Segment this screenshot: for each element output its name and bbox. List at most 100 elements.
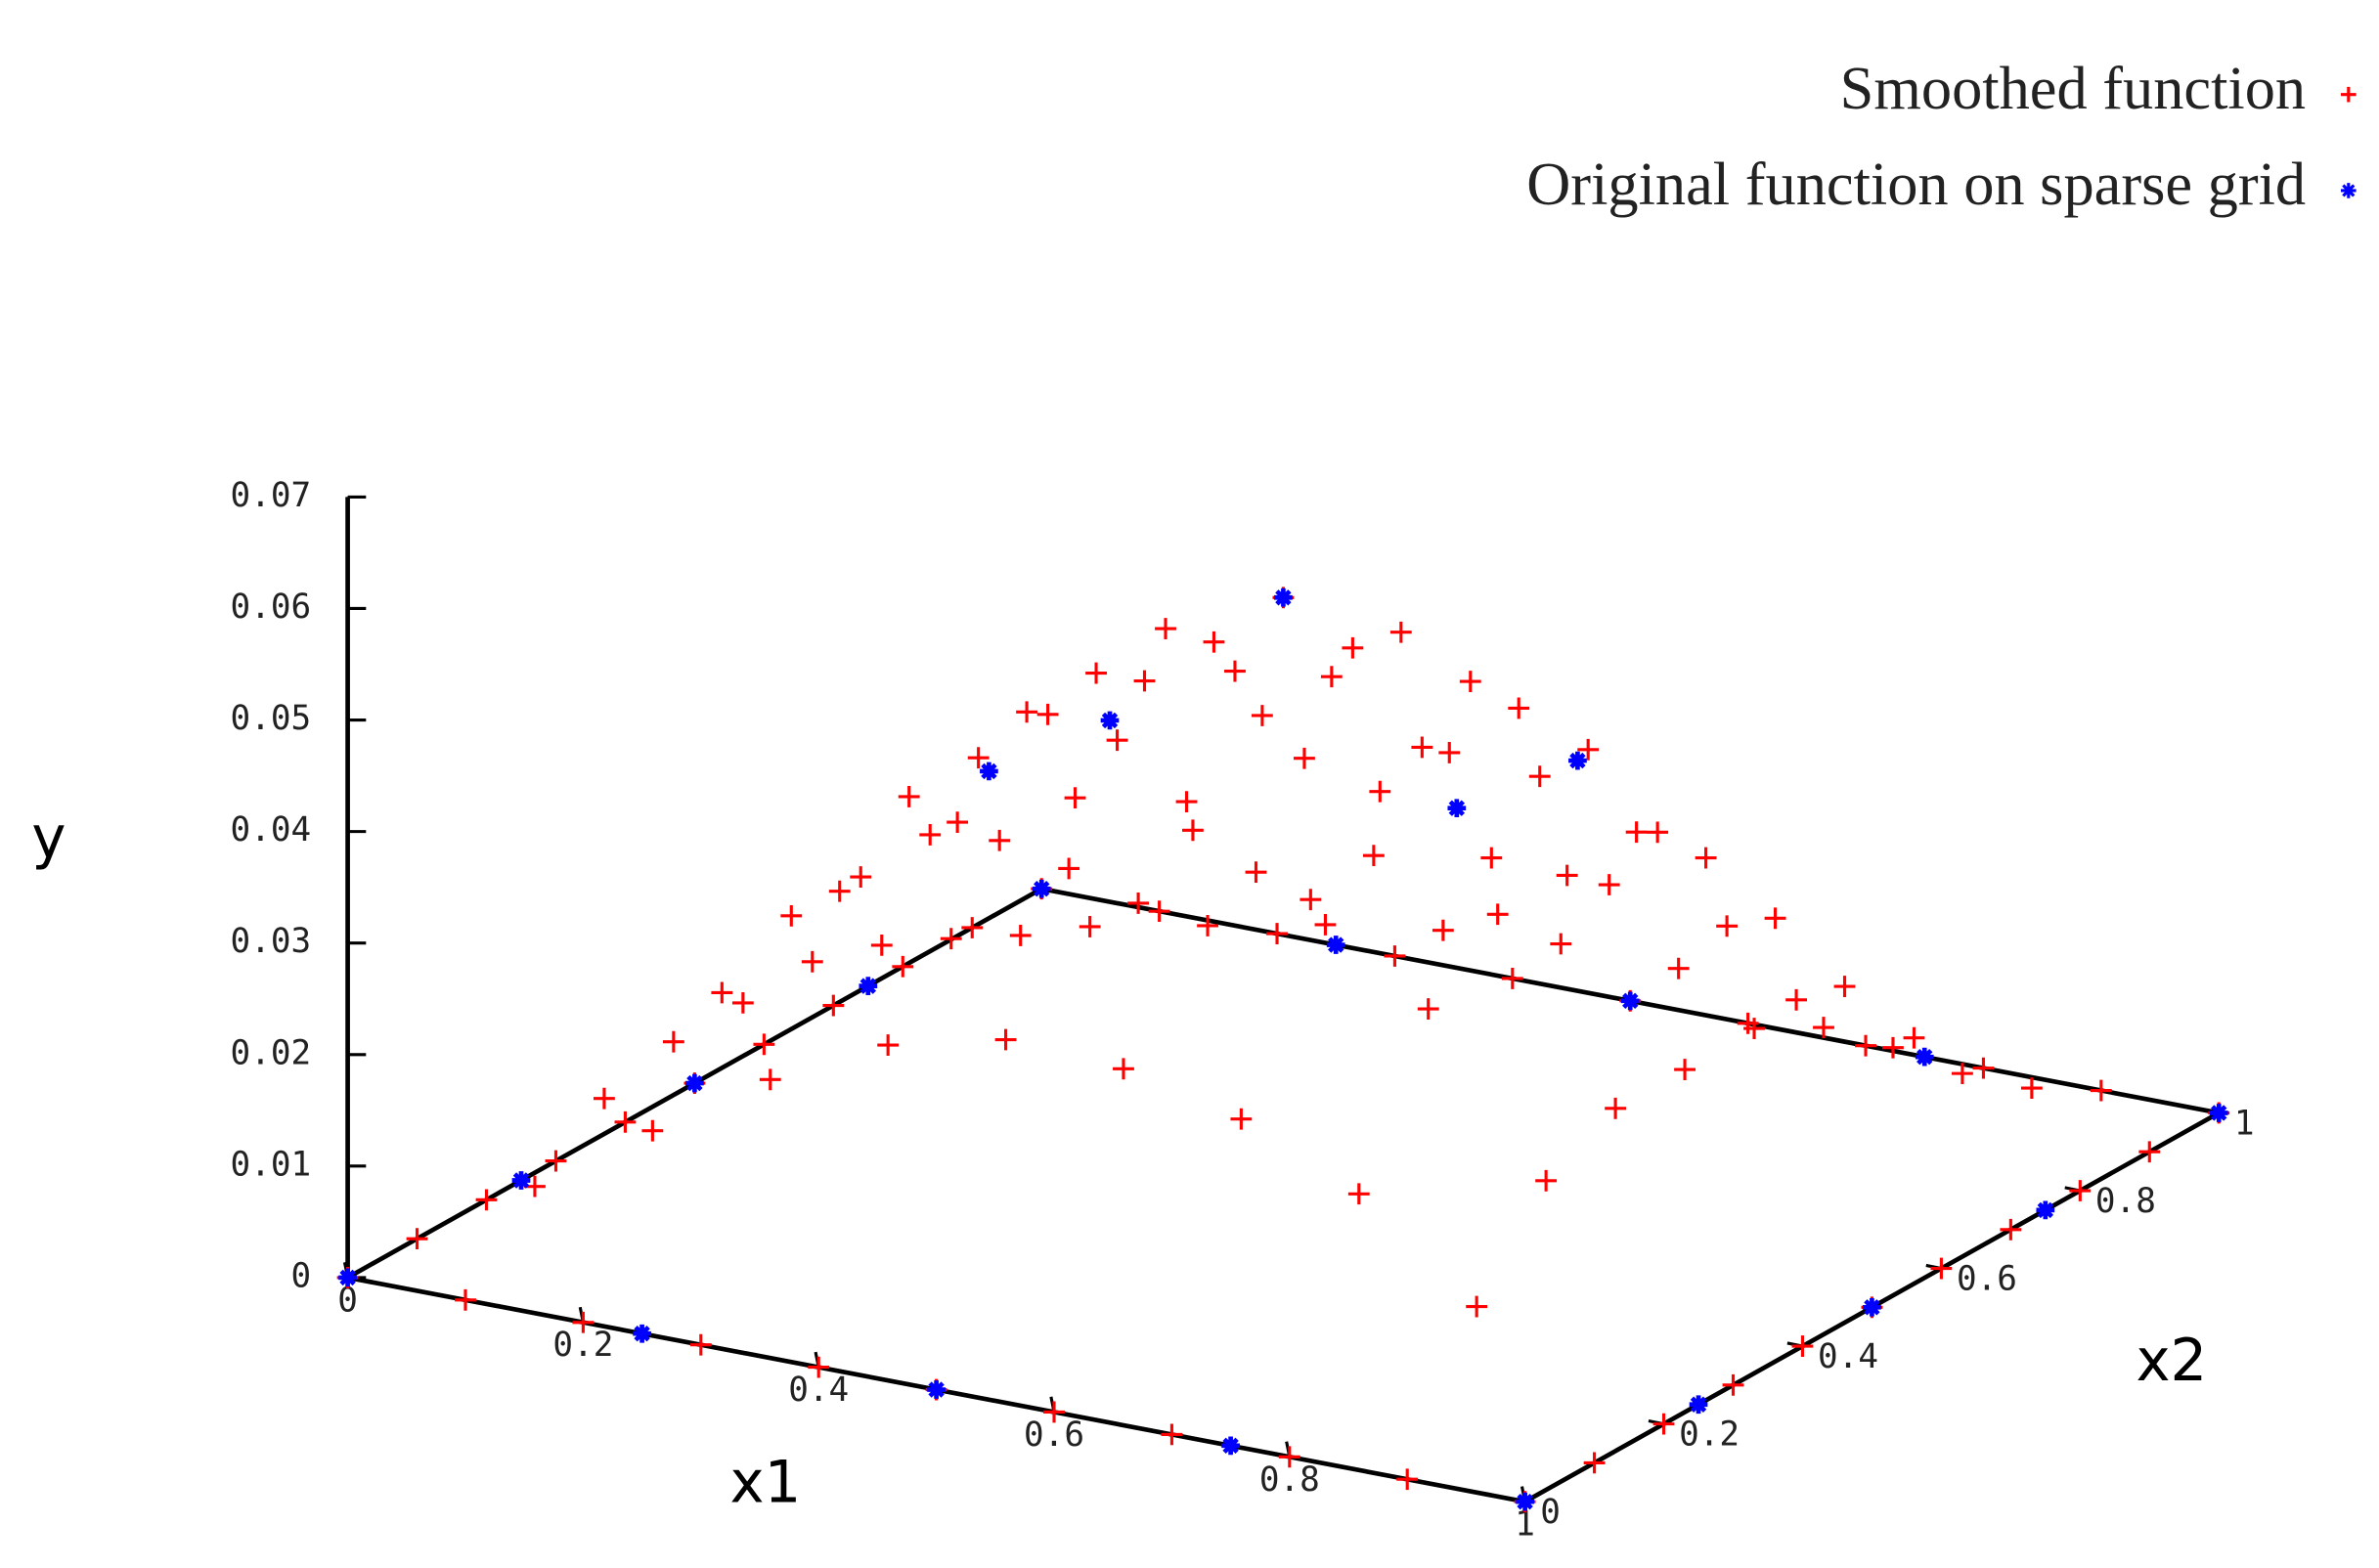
x2-tick-label: 0 — [1540, 1493, 1561, 1532]
sparse-point — [1689, 1395, 1708, 1415]
surface-point — [759, 1068, 781, 1091]
surface-point — [1501, 968, 1523, 989]
surface-point — [1577, 738, 1600, 761]
surface-point — [594, 1087, 615, 1110]
y-tick-label: 0.06 — [231, 588, 312, 627]
surface-point — [1550, 933, 1572, 955]
surface-point — [1508, 697, 1530, 719]
sparse-point — [1620, 991, 1640, 1011]
y-tick-label: 0.03 — [231, 922, 312, 961]
surface-point — [1182, 819, 1204, 842]
legend-label: Original function on sparse grid — [1526, 151, 2306, 218]
surface-point — [1417, 998, 1439, 1020]
surface-point — [1384, 945, 1406, 967]
surface-point — [1951, 1063, 1973, 1085]
surface-point — [1459, 671, 1481, 693]
sparse-point — [927, 1380, 946, 1399]
surface-point — [2020, 1077, 2043, 1100]
surface-point — [1320, 666, 1343, 688]
surface-point — [1133, 670, 1156, 692]
surface-point — [1389, 621, 1412, 643]
surface-point — [1064, 787, 1086, 809]
surface-point — [1085, 662, 1107, 684]
surface-point — [641, 1119, 664, 1142]
surface-point — [1224, 660, 1246, 682]
surface-point — [545, 1150, 567, 1172]
surface-point — [1722, 1373, 1744, 1396]
surface-point — [1251, 705, 1273, 726]
surface-point — [731, 991, 754, 1014]
x2-tick-label: 0.6 — [1957, 1260, 2017, 1299]
surface-point — [1432, 919, 1454, 941]
surface-point — [1347, 1183, 1370, 1205]
sparse-point — [511, 1171, 531, 1190]
surface-point — [808, 1356, 830, 1378]
surface-point — [1411, 736, 1433, 759]
surface-point — [1652, 1413, 1675, 1435]
surface-point — [947, 811, 969, 834]
surface-point — [1203, 631, 1225, 653]
series-plus — [336, 587, 2230, 1513]
y-tick-label: 0.07 — [231, 476, 312, 515]
surface-point — [1674, 1059, 1696, 1080]
surface-point — [1528, 765, 1551, 788]
surface-point — [994, 1028, 1017, 1051]
surface-point — [689, 1333, 712, 1356]
surface-point — [828, 880, 851, 902]
surface-point — [1079, 916, 1101, 937]
y-tick-label: 0.05 — [231, 699, 312, 738]
surface-point — [961, 917, 984, 938]
x1-tick-label: 0 — [337, 1281, 358, 1320]
surface-point — [1903, 1026, 1925, 1049]
surface-point — [1486, 903, 1509, 926]
sparse-point — [1516, 1492, 1534, 1511]
surface-point — [1647, 821, 1669, 844]
sparse-point — [633, 1324, 651, 1343]
surface-point — [1175, 791, 1198, 813]
surface-point — [455, 1288, 476, 1311]
surface-point — [1667, 957, 1690, 980]
surface-point — [1300, 889, 1322, 911]
surface-point — [1791, 1335, 1814, 1358]
surface-point — [2138, 1141, 2161, 1163]
x1-axis-label: x1 — [730, 1449, 802, 1516]
sparse-point — [1032, 879, 1051, 898]
surface-point — [1127, 893, 1150, 914]
surface-point — [1743, 1018, 1765, 1039]
surface-point — [989, 829, 1011, 851]
surface-point — [1278, 1446, 1300, 1468]
sparse-point — [1221, 1436, 1240, 1456]
surface-point — [850, 866, 872, 889]
surface-point — [1556, 864, 1578, 887]
sparse-point — [1863, 1297, 1881, 1317]
surface-point — [898, 786, 920, 807]
surface-point — [1161, 1423, 1183, 1446]
sparse-point — [1915, 1047, 1934, 1067]
surface-point — [1930, 1257, 1953, 1280]
y-tick-label: 0.01 — [231, 1145, 312, 1184]
series-star — [338, 588, 2228, 1511]
surface-point — [1016, 701, 1038, 723]
surface-point — [1535, 1169, 1558, 1192]
surface-point — [2069, 1180, 2092, 1201]
surface-point — [1155, 618, 1176, 640]
x2-axis-label: x2 — [2137, 1327, 2208, 1394]
surface-point — [2000, 1218, 2022, 1241]
surface-point — [1266, 923, 1288, 944]
surface-point — [1605, 1097, 1627, 1119]
surface-point — [870, 934, 893, 956]
sparse-point — [1100, 711, 1120, 730]
surface-point — [1148, 900, 1170, 923]
sparse-point — [859, 977, 878, 995]
legend-label: Smoothed function — [1840, 55, 2306, 122]
surface-point — [711, 981, 733, 1004]
surface-point — [1480, 847, 1503, 869]
surface-point — [1882, 1036, 1904, 1059]
surface-point — [1106, 729, 1128, 752]
sparse-point — [338, 1268, 357, 1287]
surface-point — [1245, 861, 1267, 884]
surface-point — [1716, 915, 1739, 937]
surface-point — [662, 1030, 684, 1053]
surface-point — [1764, 907, 1786, 930]
